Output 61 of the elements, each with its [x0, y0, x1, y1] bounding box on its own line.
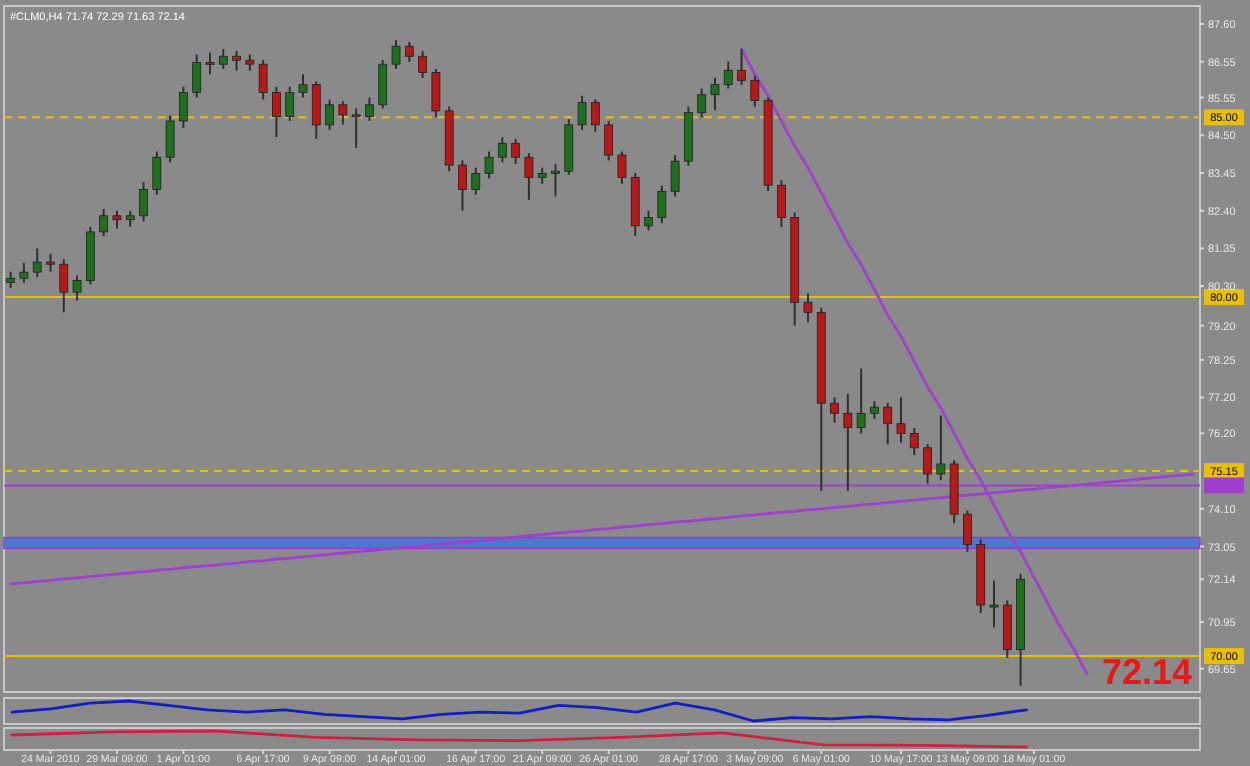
candlestick	[19, 261, 29, 284]
candlestick	[883, 401, 893, 446]
candlestick	[285, 85, 295, 122]
candlestick	[192, 53, 202, 99]
candlestick	[750, 75, 760, 108]
candlestick	[617, 150, 627, 185]
candlestick	[697, 87, 707, 119]
candlestick	[272, 85, 281, 139]
candlestick	[856, 367, 866, 435]
candlestick	[497, 136, 507, 164]
candlestick	[963, 509, 972, 553]
candlestick	[803, 292, 813, 324]
candlestick	[152, 150, 162, 196]
candlestick	[723, 60, 733, 90]
candlestick	[232, 49, 241, 72]
candlestick	[909, 427, 919, 456]
candlestick	[577, 94, 587, 131]
candlestick	[590, 98, 600, 133]
candlestick	[59, 258, 69, 314]
candlestick	[139, 180, 148, 223]
candlestick	[391, 39, 401, 70]
candlestick	[737, 48, 746, 87]
candlestick	[325, 98, 334, 131]
candlestick	[179, 85, 188, 130]
candlestick	[32, 247, 42, 279]
candlestick	[564, 118, 574, 176]
candlestick	[471, 166, 481, 196]
candlestick	[205, 51, 215, 76]
candlestick	[551, 163, 560, 198]
candlestick	[218, 48, 228, 70]
candlestick	[338, 100, 348, 126]
candlestick	[72, 274, 82, 302]
candlestick	[365, 96, 374, 122]
candlestick	[351, 107, 361, 149]
candlestick	[484, 150, 494, 180]
candlestick	[896, 396, 906, 444]
candlestick	[165, 114, 175, 164]
candlestick	[311, 80, 321, 140]
candlestick	[298, 73, 308, 99]
annotation: 72.14	[1101, 652, 1192, 692]
candlestick	[511, 137, 521, 166]
candlestick	[404, 40, 414, 63]
candlestick	[923, 443, 932, 485]
candlestick	[710, 76, 720, 112]
candlestick	[843, 392, 853, 492]
candlestick	[418, 49, 427, 79]
candlestick	[989, 579, 999, 629]
candlestick	[777, 179, 786, 228]
candlestick	[936, 414, 946, 482]
candlestick	[431, 67, 441, 119]
candlestick	[99, 207, 109, 237]
candlestick	[258, 58, 268, 101]
candlestick	[657, 184, 667, 225]
candlestick	[830, 396, 839, 424]
candlestick	[378, 58, 388, 110]
candlestick	[670, 154, 680, 198]
candlestick	[1002, 599, 1012, 659]
candlestick	[604, 119, 614, 162]
candlestick	[644, 209, 653, 232]
candlestick	[458, 159, 467, 212]
candlestick	[524, 152, 534, 201]
